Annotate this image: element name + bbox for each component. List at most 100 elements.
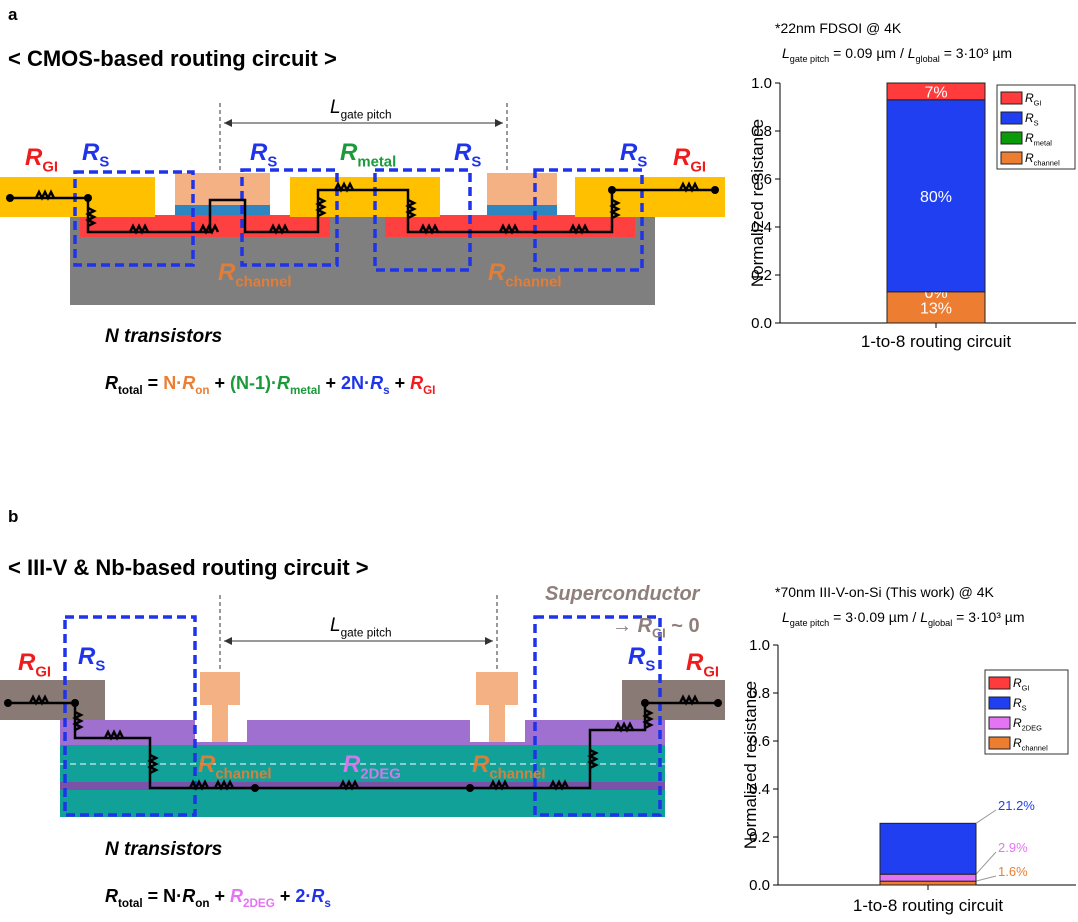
node xyxy=(251,784,259,792)
subscript: GI xyxy=(1034,98,1042,107)
subscript: gate pitch xyxy=(341,626,392,639)
symbol: R xyxy=(340,139,358,166)
text-part: R xyxy=(311,886,324,906)
symbol: R xyxy=(472,751,490,778)
bar-segment xyxy=(880,874,976,881)
text-part: on xyxy=(195,897,209,910)
text-part: R xyxy=(638,615,653,637)
legend-swatch xyxy=(989,717,1010,729)
chart-note: Lgate pitch = 3·0.09 µm / Lglobal = 3·10… xyxy=(782,609,1025,628)
value-label: 7% xyxy=(924,84,947,101)
node xyxy=(84,194,92,202)
text-part: (N-1)· xyxy=(230,373,277,393)
text-part: GI xyxy=(652,626,666,641)
node xyxy=(4,699,12,707)
text-part: total xyxy=(118,384,143,397)
subscript: S xyxy=(1034,118,1039,127)
y-tick-label: 0.0 xyxy=(749,877,770,894)
resistor-label: RS xyxy=(250,139,277,171)
metal xyxy=(290,177,440,217)
metal xyxy=(575,177,725,217)
panel-label: b xyxy=(8,507,18,526)
subscript: S xyxy=(1022,703,1027,712)
text-part: total xyxy=(118,897,143,910)
node xyxy=(711,186,719,194)
symbol: L xyxy=(330,615,341,636)
panel-title: < III-V & Nb-based routing circuit > xyxy=(8,555,369,580)
leader-line xyxy=(976,810,996,823)
value-label: 1.6% xyxy=(998,864,1028,879)
superconductor: Superconductor xyxy=(545,583,701,605)
pitch-label: Lgate pitch xyxy=(330,97,392,121)
text-part: R xyxy=(182,886,195,906)
value-label: 21.2% xyxy=(998,798,1035,813)
legend-swatch xyxy=(989,677,1010,689)
formula: Rtotal = N·Ron + R2DEG + 2·Rs xyxy=(105,886,331,910)
text-part: s xyxy=(324,897,331,910)
resistor-label: RGI xyxy=(686,649,719,681)
text-part: + xyxy=(321,373,342,393)
legend-swatch xyxy=(1001,132,1022,144)
subscript: S xyxy=(99,155,109,171)
symbol: R xyxy=(82,139,100,166)
text-part: = N· xyxy=(143,886,183,906)
subscript: channel xyxy=(235,275,291,291)
symbol: R xyxy=(1013,696,1022,710)
text-part: L xyxy=(782,609,790,625)
y-tick-label: 1.0 xyxy=(751,75,772,92)
legend-swatch xyxy=(989,697,1010,709)
symbol: R xyxy=(198,751,216,778)
text-part: N· xyxy=(163,373,182,393)
chart-note: *70nm III-V-on-Si (This work) @ 4K xyxy=(775,584,994,600)
symbol: R xyxy=(488,259,506,286)
subscript: GI xyxy=(42,160,58,176)
symbol: R xyxy=(250,139,268,166)
subscript: GI xyxy=(1022,683,1030,692)
subscript: S xyxy=(637,155,647,171)
text-part: on xyxy=(195,384,209,397)
text-part: R xyxy=(230,886,243,906)
panel-title: < CMOS-based routing circuit > xyxy=(8,46,337,71)
text-part: + xyxy=(209,886,230,906)
subscript: GI xyxy=(690,160,706,176)
legend-swatch xyxy=(1001,112,1022,124)
symbol: R xyxy=(218,259,236,286)
text-part: global xyxy=(928,618,952,628)
symbol: R xyxy=(1013,716,1022,730)
x-tick-label: 1-to-8 routing circuit xyxy=(853,896,1004,915)
text-part: GI xyxy=(423,384,435,397)
text-part: = 3·0.09 µm / xyxy=(829,609,920,625)
text-part: R xyxy=(370,373,383,393)
value-label: 80% xyxy=(920,189,952,206)
symbol: R xyxy=(1025,111,1034,125)
caption: N transistors xyxy=(105,326,222,347)
text-part: metal xyxy=(290,384,321,397)
subscript: gate pitch xyxy=(341,108,392,121)
subscript: GI xyxy=(703,665,719,681)
text-part: 2N· xyxy=(341,373,370,393)
text-part: R xyxy=(410,373,423,393)
symbol: R xyxy=(18,649,36,676)
resistor-label: RS xyxy=(620,139,647,171)
resistor-label: RGI xyxy=(18,649,51,681)
value-label: 13% xyxy=(920,300,952,317)
text-part: 2DEG xyxy=(243,897,275,910)
text-part: = xyxy=(143,373,164,393)
symbol: R xyxy=(1025,131,1034,145)
resistor-label: RS xyxy=(78,643,105,675)
leader-line xyxy=(976,852,996,874)
y-axis-label: Normalized resistance xyxy=(741,681,760,849)
text-part: global xyxy=(916,54,940,64)
subscript: channel xyxy=(1022,743,1048,752)
nb-metal xyxy=(622,680,725,720)
symbol: R xyxy=(1025,91,1034,105)
subscript: metal xyxy=(1034,138,1053,147)
symbol: R xyxy=(454,139,472,166)
legend-swatch xyxy=(989,737,1010,749)
leader-line xyxy=(976,876,996,881)
node xyxy=(6,194,14,202)
y-tick-label: 1.0 xyxy=(749,637,770,654)
gate xyxy=(487,173,557,205)
text-part: L xyxy=(782,45,790,61)
resistor-label: RS xyxy=(628,643,655,675)
